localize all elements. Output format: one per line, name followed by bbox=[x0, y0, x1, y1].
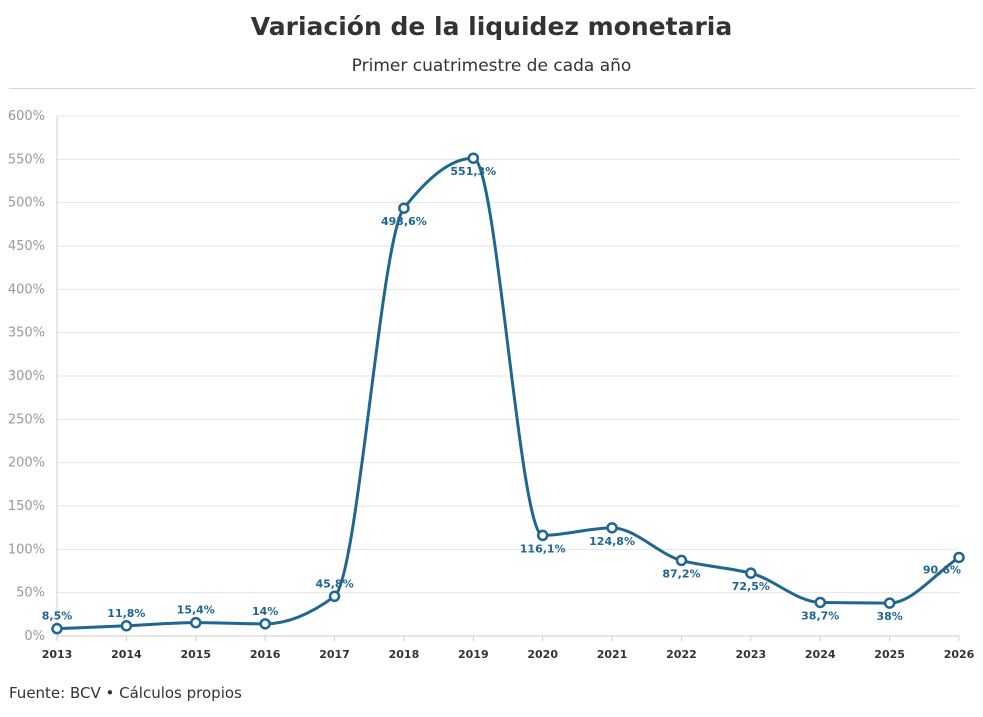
data-label: 124,8% bbox=[589, 535, 635, 548]
y-tick-label: 150% bbox=[8, 499, 45, 514]
x-tick-label: 2023 bbox=[736, 648, 767, 661]
data-label: 8,5% bbox=[42, 610, 73, 623]
y-tick-label: 200% bbox=[8, 456, 45, 471]
y-tick-label: 0% bbox=[24, 629, 45, 644]
data-label: 38,7% bbox=[801, 609, 839, 622]
data-label: 87,2% bbox=[662, 567, 700, 580]
data-point bbox=[328, 590, 341, 603]
data-point bbox=[745, 567, 757, 579]
y-tick-label: 550% bbox=[8, 152, 45, 167]
data-labels: 8,5% 11,8% 15,4% 14% 45,8% 493,6% 551,3% 116,1%… bbox=[42, 165, 961, 623]
y-tick-label: 250% bbox=[8, 412, 45, 427]
data-label: 72,5% bbox=[732, 580, 770, 593]
data-label: 15,4% bbox=[177, 604, 215, 617]
data-point bbox=[120, 620, 133, 632]
x-tick-label: 2024 bbox=[805, 648, 836, 661]
header-divider bbox=[9, 88, 975, 89]
x-tick-label: 2016 bbox=[250, 648, 281, 661]
data-label: 45,8% bbox=[315, 577, 353, 590]
data-label: 38% bbox=[876, 610, 902, 623]
data-label: 116,1% bbox=[520, 542, 566, 555]
data-point bbox=[398, 202, 410, 214]
data-points bbox=[51, 152, 965, 635]
y-axis-ticks: 0% 50% 100% 150% 200% 250% 300% 350% 400% 450% 500… bbox=[8, 109, 45, 644]
source-note: Fuente: BCV • Cálculos propios bbox=[9, 684, 242, 702]
x-tick-label: 2020 bbox=[527, 648, 558, 661]
x-tick-label: 2026 bbox=[944, 648, 975, 661]
x-axis-ticks: 2013 2014 2015 2016 2017 2018 2019 2020 2021 2022… bbox=[42, 636, 975, 661]
data-point bbox=[606, 522, 618, 534]
y-tick-label: 350% bbox=[8, 326, 45, 341]
data-label: 11,8% bbox=[107, 607, 145, 620]
data-point bbox=[953, 551, 965, 564]
y-tick-label: 450% bbox=[8, 239, 45, 254]
data-point bbox=[51, 622, 63, 635]
data-point bbox=[536, 529, 549, 542]
data-label: 493,6% bbox=[381, 215, 427, 228]
y-tick-label: 500% bbox=[8, 196, 45, 211]
data-label: 90,6% bbox=[923, 563, 961, 576]
grid-lines bbox=[56, 115, 959, 637]
data-point bbox=[814, 596, 826, 609]
x-tick-label: 2017 bbox=[319, 648, 350, 661]
data-point bbox=[190, 616, 202, 629]
x-tick-label: 2019 bbox=[458, 648, 489, 661]
data-point bbox=[675, 554, 688, 567]
y-tick-label: 50% bbox=[16, 586, 45, 601]
chart-subtitle: Primer cuatrimestre de cada año bbox=[351, 56, 632, 76]
x-tick-label: 2021 bbox=[597, 648, 628, 661]
series-line bbox=[56, 156, 960, 631]
data-point bbox=[883, 597, 896, 609]
x-tick-label: 2025 bbox=[874, 648, 905, 661]
data-point bbox=[467, 152, 480, 164]
x-tick-label: 2022 bbox=[666, 648, 697, 661]
x-tick-label: 2015 bbox=[180, 648, 211, 661]
x-tick-label: 2018 bbox=[389, 648, 420, 661]
data-point bbox=[259, 618, 271, 630]
x-tick-label: 2013 bbox=[42, 648, 73, 661]
chart-title: Variación de la liquidez monetaria bbox=[250, 12, 733, 41]
y-tick-label: 300% bbox=[8, 369, 45, 384]
data-label: 14% bbox=[252, 605, 278, 618]
data-label: 551,3% bbox=[450, 165, 496, 178]
y-tick-label: 100% bbox=[8, 542, 45, 557]
series-line-group bbox=[56, 156, 960, 631]
y-tick-label: 400% bbox=[8, 282, 45, 297]
y-tick-label: 600% bbox=[8, 109, 45, 124]
x-tick-label: 2014 bbox=[111, 648, 142, 661]
